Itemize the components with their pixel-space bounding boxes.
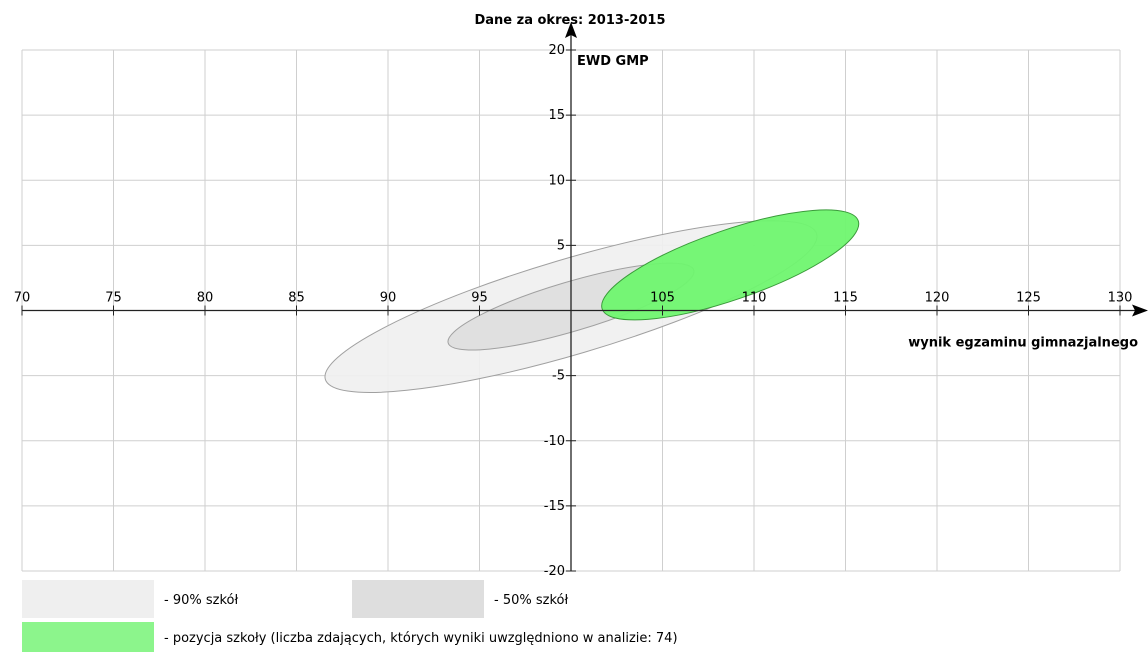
axes — [22, 22, 1148, 571]
x-tick-label: 115 — [833, 291, 858, 306]
x-tick-label: 130 — [1108, 291, 1133, 306]
legend: - 90% szkół - 50% szkół - pozycja szkoły (… — [22, 580, 678, 652]
legend-label: - pozycja szkoły (liczba zdających, któr… — [164, 631, 678, 646]
x-tick-label: 120 — [925, 291, 950, 306]
ticks: 70 75 80 85 90 95 105 110 115 120 125 1302015105-5-… — [14, 43, 1133, 579]
x-tick-label: 90 — [380, 291, 397, 306]
y-tick-label: -10 — [544, 434, 565, 449]
y-axis-arrow — [565, 22, 577, 38]
x-tick-label: 80 — [197, 291, 214, 306]
x-tick-label: 85 — [288, 291, 305, 306]
legend-swatch-50 — [352, 580, 484, 618]
y-axis-label: EWD GMP — [577, 54, 649, 69]
legend-swatch-90 — [22, 580, 154, 618]
x-tick-label: 75 — [105, 291, 122, 306]
x-tick-label: 110 — [742, 291, 767, 306]
legend-swatch-school — [22, 622, 154, 652]
ellipse-school-position — [601, 209, 860, 321]
ellipses-layer — [324, 209, 860, 393]
y-tick-label: 20 — [548, 43, 565, 58]
y-tick-label: -20 — [544, 564, 565, 579]
chart-title: Dane za okres: 2013-2015 — [474, 13, 665, 28]
legend-label: - 90% szkół — [164, 593, 238, 608]
y-tick-label: -15 — [544, 499, 565, 514]
x-tick-label: 70 — [14, 291, 31, 306]
x-axis-arrow — [1132, 304, 1148, 317]
legend-label: - 50% szkół — [494, 593, 568, 608]
y-tick-label: 15 — [548, 108, 565, 123]
x-tick-label: 105 — [650, 291, 675, 306]
y-tick-label: 5 — [557, 238, 565, 253]
x-tick-label: 95 — [471, 291, 488, 306]
x-axis-label: wynik egzaminu gimnazjalnego — [908, 336, 1138, 351]
x-tick-label: 125 — [1016, 291, 1041, 306]
y-tick-label: -5 — [552, 369, 565, 384]
y-tick-label: 10 — [548, 173, 565, 188]
